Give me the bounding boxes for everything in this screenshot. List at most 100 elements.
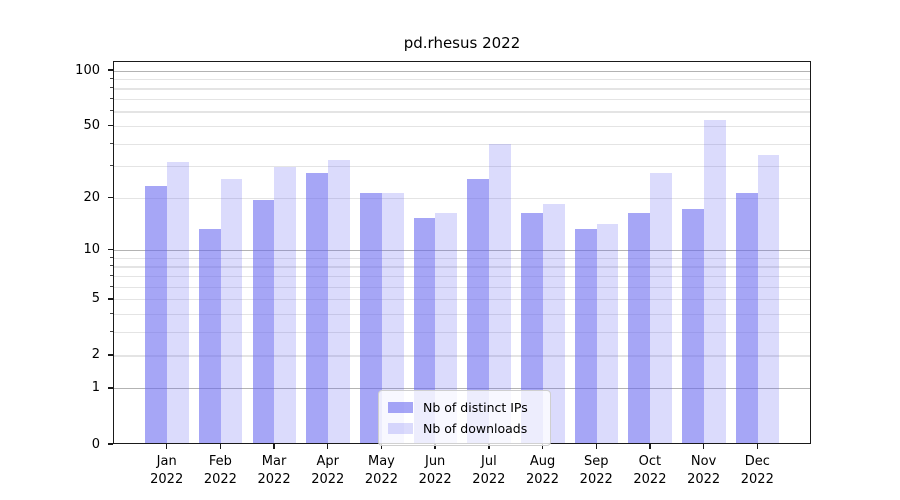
- y-minor-tick-mark: [110, 275, 113, 277]
- y-minor-tick-mark: [110, 165, 113, 167]
- bar-downloads-oct: [650, 173, 673, 443]
- y-tick-mark: [108, 196, 113, 199]
- minor-gridline: [114, 99, 810, 101]
- bar-downloads-jul: [489, 144, 511, 443]
- y-minor-tick-mark: [110, 110, 113, 112]
- y-tick-label: 20: [83, 189, 100, 205]
- minor-gridline: [114, 299, 810, 301]
- y-minor-tick-mark: [110, 313, 113, 315]
- y-tick-label: 0: [91, 436, 100, 452]
- bar-layer: [114, 62, 810, 443]
- y-tick-mark: [108, 249, 113, 251]
- chart-title: pd.rhesus 2022: [403, 34, 521, 52]
- legend-swatch-distinct-ips: [388, 402, 413, 413]
- bar-downloads-jan: [166, 162, 189, 443]
- x-tick-mark: [488, 444, 490, 449]
- bar-downloads-sep: [596, 223, 619, 443]
- y-tick-label: 2: [91, 347, 100, 363]
- x-tick-mark: [649, 444, 651, 449]
- x-tick-label: Oct 2022: [633, 454, 667, 487]
- x-tick-label: Aug 2022: [525, 454, 560, 487]
- minor-gridline: [114, 197, 810, 199]
- y-minor-tick-mark: [110, 78, 113, 80]
- y-minor-tick-mark: [110, 265, 113, 267]
- minor-gridline: [114, 125, 810, 128]
- bar-ips-feb: [198, 229, 221, 443]
- x-tick-mark: [434, 444, 436, 449]
- bar-downloads-dec: [757, 154, 780, 443]
- minor-gridline: [114, 111, 810, 113]
- bar-ips-nov: [682, 208, 704, 443]
- x-tick-mark: [702, 444, 705, 449]
- y-minor-tick-mark: [110, 331, 113, 333]
- plot-area: [113, 61, 811, 444]
- minor-gridline: [114, 286, 810, 288]
- y-tick-mark: [108, 354, 113, 356]
- x-tick-mark: [165, 444, 168, 449]
- x-tick-mark: [595, 444, 597, 449]
- legend: Nb of distinct IPs Nb of downloads: [378, 390, 551, 446]
- legend-row: Nb of distinct IPs: [388, 397, 541, 418]
- bar-ips-jan: [145, 185, 167, 443]
- major-gridline: [114, 70, 810, 72]
- y-minor-tick-mark: [110, 142, 113, 144]
- bar-downloads-jun: [435, 213, 458, 443]
- y-minor-tick-mark: [110, 285, 113, 287]
- minor-gridline: [114, 88, 810, 90]
- y-tick-label: 10: [83, 242, 100, 258]
- legend-swatch-downloads: [388, 423, 413, 434]
- bar-ips-jul: [467, 179, 490, 443]
- x-tick-mark: [273, 444, 275, 449]
- bar-ips-may: [359, 192, 382, 443]
- bar-ips-mar: [252, 200, 275, 443]
- x-tick-label: Apr 2022: [311, 454, 345, 487]
- minor-gridline: [114, 276, 810, 278]
- x-tick-mark: [219, 444, 222, 449]
- y-tick-mark: [108, 124, 113, 127]
- x-tick-label: Jul 2022: [472, 454, 506, 487]
- minor-gridline: [114, 79, 810, 81]
- minor-gridline: [114, 355, 810, 357]
- major-gridline: [114, 250, 810, 252]
- bar-downloads-nov: [703, 119, 726, 443]
- y-tick-label: 1: [91, 380, 100, 396]
- y-minor-tick-mark: [110, 98, 113, 100]
- minor-gridline: [114, 166, 810, 168]
- minor-gridline: [114, 314, 810, 316]
- bar-downloads-aug: [542, 204, 565, 443]
- legend-label: Nb of distinct IPs: [423, 400, 528, 415]
- x-tick-mark: [327, 444, 329, 449]
- legend-row: Nb of downloads: [388, 418, 541, 439]
- x-tick-label: Sep 2022: [579, 454, 613, 487]
- y-tick-mark: [108, 443, 113, 445]
- bar-downloads-feb: [220, 179, 243, 443]
- x-tick-label: Mar 2022: [257, 454, 291, 487]
- y-tick-label: 100: [75, 62, 100, 78]
- y-tick-label: 50: [83, 117, 100, 133]
- x-tick-label: Feb 2022: [203, 454, 237, 487]
- bar-downloads-may: [381, 192, 404, 443]
- bar-ips-dec: [735, 192, 758, 443]
- x-tick-label: Jun 2022: [418, 454, 452, 487]
- bar-ips-oct: [628, 213, 651, 443]
- y-tick-label: 5: [91, 291, 100, 307]
- x-tick-mark: [380, 444, 383, 449]
- y-tick-mark: [108, 387, 113, 389]
- x-tick-label: Dec 2022: [740, 454, 774, 487]
- bar-ips-apr: [306, 173, 329, 443]
- x-tick-label: Nov 2022: [687, 454, 721, 487]
- legend-label: Nb of downloads: [423, 421, 528, 436]
- major-gridline: [114, 388, 810, 390]
- x-tick-mark: [756, 444, 758, 449]
- y-minor-tick-mark: [110, 256, 113, 258]
- x-tick-label: Jan 2022: [150, 454, 184, 487]
- bar-ips-jun: [413, 218, 436, 443]
- bar-ips-aug: [521, 213, 543, 443]
- bar-downloads-mar: [274, 167, 297, 443]
- y-tick-mark: [108, 298, 113, 300]
- y-minor-tick-mark: [110, 87, 113, 89]
- bar-ips-sep: [574, 229, 597, 443]
- x-tick-label: May 2022: [364, 454, 398, 487]
- minor-gridline: [114, 266, 810, 268]
